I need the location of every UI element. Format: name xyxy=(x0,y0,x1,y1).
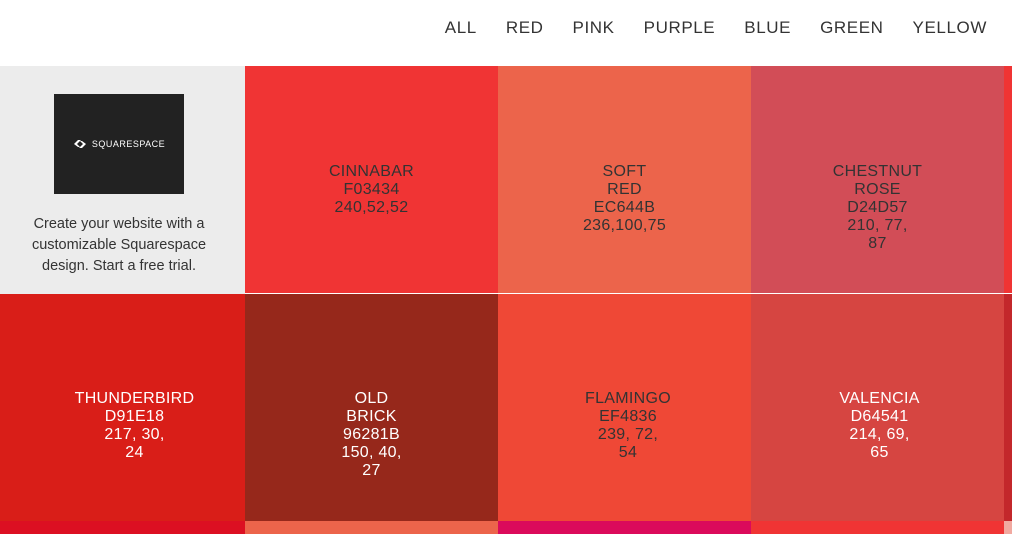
color-label-line: 210, 77, xyxy=(847,217,908,234)
nav-purple[interactable]: PURPLE xyxy=(643,18,716,37)
nav-yellow[interactable]: YELLOW xyxy=(912,18,987,37)
color-tile[interactable]: VALENCIA D64541 214, 69, 65 xyxy=(751,294,1004,521)
top-bar: ALL RED PINK PURPLE BLUE GREEN YELLOW xyxy=(0,0,1012,66)
color-tile-partial[interactable] xyxy=(1004,294,1012,521)
color-label-line: ROSE xyxy=(854,181,901,198)
color-tile-partial[interactable] xyxy=(0,521,245,534)
color-tile-partial[interactable] xyxy=(751,521,1004,534)
color-label: CHESTNUT ROSE D24D57 210, 77, 87 xyxy=(833,163,923,293)
color-label-line: 214, 69, xyxy=(849,426,910,443)
color-filter-nav: ALL RED PINK PURPLE BLUE GREEN YELLOW xyxy=(416,18,987,38)
color-tile[interactable]: FLAMINGO EF4836 239, 72, 54 xyxy=(498,294,751,521)
color-label-line: SOFT xyxy=(602,163,647,180)
color-label-line: 24 xyxy=(125,444,144,461)
color-label-line: 96281B xyxy=(343,426,400,443)
squarespace-logo[interactable]: SQUARESPACE xyxy=(54,94,184,194)
color-tile-partial[interactable] xyxy=(1004,521,1012,534)
color-label: OLD BRICK 96281B 150, 40, 27 xyxy=(341,390,401,521)
color-label-line: FLAMINGO xyxy=(585,390,671,407)
color-label-line: CINNABAR xyxy=(328,163,415,180)
color-label-line: CHESTNUT xyxy=(832,163,923,180)
color-label: VALENCIA D64541 214, 69, 65 xyxy=(839,390,919,521)
color-label-line: BRICK xyxy=(346,408,397,425)
color-label-line: D91E18 xyxy=(104,408,165,425)
color-label-line: F03434 xyxy=(343,181,400,198)
color-tile[interactable]: OLD BRICK 96281B 150, 40, 27 xyxy=(245,294,498,521)
color-label-line: RED xyxy=(607,181,642,198)
color-label-line: 27 xyxy=(362,462,381,479)
color-tile-partial[interactable] xyxy=(1004,66,1012,293)
color-label-line: D64541 xyxy=(850,408,909,425)
color-label-line: 87 xyxy=(868,235,887,252)
nav-pink[interactable]: PINK xyxy=(572,18,615,37)
color-label-line: OLD xyxy=(354,390,389,407)
nav-green[interactable]: GREEN xyxy=(820,18,884,37)
logo-text: SQUARESPACE xyxy=(91,139,166,149)
color-label-line: EF4836 xyxy=(599,408,657,425)
nav-red[interactable]: RED xyxy=(505,18,544,37)
color-label-line: EC644B xyxy=(593,199,656,216)
color-label-line: 54 xyxy=(618,444,638,461)
color-label-line: 217, 30, xyxy=(104,426,165,443)
color-label-line: D24D57 xyxy=(847,199,908,216)
color-tile[interactable]: CHESTNUT ROSE D24D57 210, 77, 87 xyxy=(751,66,1004,293)
color-label: CINNABAR F03434 240,52,52 xyxy=(329,163,414,293)
color-label-line: 65 xyxy=(870,444,889,461)
color-label: SOFT RED EC644B 236,100,75 xyxy=(583,163,666,293)
nav-all[interactable]: ALL xyxy=(444,18,477,37)
color-tile[interactable]: THUNDERBIRD D91E18 217, 30, 24 xyxy=(0,294,245,521)
color-label-line: 239, 72, xyxy=(597,426,659,443)
squarespace-logo-icon xyxy=(73,140,86,148)
color-label-line: VALENCIA xyxy=(839,390,920,407)
color-label: THUNDERBIRD D91E18 217, 30, 24 xyxy=(75,390,195,521)
color-tile[interactable]: CINNABAR F03434 240,52,52 xyxy=(245,66,498,293)
color-tile-partial[interactable] xyxy=(245,521,498,534)
color-label-line: 240,52,52 xyxy=(334,199,409,216)
nav-blue[interactable]: BLUE xyxy=(744,18,792,37)
color-label: FLAMINGO EF4836 239, 72, 54 xyxy=(585,390,671,521)
color-label-line: 150, 40, xyxy=(341,444,402,461)
ad-description[interactable]: Create your website with a customizable … xyxy=(31,216,207,274)
color-tile[interactable]: SOFT RED EC644B 236,100,75 xyxy=(498,66,751,293)
color-label-line: 236,100,75 xyxy=(582,217,667,234)
ad-card[interactable]: SQUARESPACE Create your website with a c… xyxy=(0,66,245,294)
color-tile-partial[interactable] xyxy=(498,521,751,534)
color-grid: SQUARESPACE Create your website with a c… xyxy=(0,66,1012,534)
color-label-line: THUNDERBIRD xyxy=(74,390,195,407)
